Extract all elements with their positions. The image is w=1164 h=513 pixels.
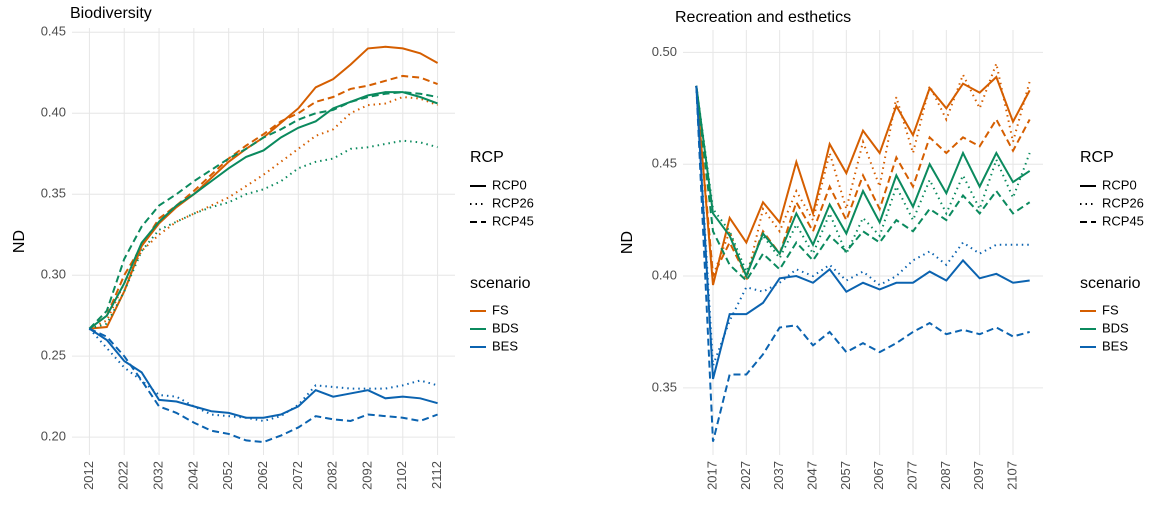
x-tick-label: 2097	[971, 461, 986, 490]
x-tick-label: 2012	[81, 461, 96, 490]
legend-label: BES	[1102, 338, 1128, 353]
y-tick-label: 0.45	[652, 156, 677, 171]
series-line	[695, 59, 1031, 285]
x-tick-label: 2022	[116, 461, 131, 490]
legend-title: RCP	[1080, 149, 1114, 166]
x-tick-label: 2067	[871, 461, 886, 490]
legend-label: RCP26	[1102, 195, 1144, 210]
series-line	[695, 85, 1031, 279]
series-line	[695, 75, 1031, 286]
y-axis-label: ND	[11, 230, 28, 253]
x-tick-label: 2092	[359, 461, 374, 490]
chart-title: Biodiversity	[70, 5, 152, 22]
x-tick-label: 2077	[904, 461, 919, 490]
y-tick-label: 0.20	[41, 429, 66, 444]
series-line	[695, 85, 1030, 380]
legend-label: BES	[492, 338, 518, 353]
legend-label: BDS	[492, 320, 519, 335]
legend-title: RCP	[470, 149, 504, 166]
y-tick-label: 0.50	[652, 44, 677, 59]
x-tick-label: 2017	[704, 461, 719, 490]
x-tick-label: 2032	[150, 461, 165, 490]
series-line	[88, 91, 438, 330]
legend-label: RCP45	[492, 213, 534, 228]
x-tick-label: 2047	[804, 461, 819, 490]
y-tick-label: 0.30	[41, 267, 66, 282]
legend-title: scenario	[470, 275, 531, 292]
legend-label: FS	[492, 302, 509, 317]
legend-title: scenario	[1080, 275, 1141, 292]
chart-title: Recreation and esthetics	[675, 9, 851, 26]
series-line	[88, 327, 438, 444]
y-tick-label: 0.45	[41, 24, 66, 39]
y-tick-label: 0.35	[41, 186, 66, 201]
x-tick-label: 2057	[838, 461, 853, 490]
x-tick-label: 2112	[429, 461, 444, 489]
x-tick-label: 2027	[738, 461, 753, 490]
series-line	[88, 327, 438, 419]
x-tick-label: 2052	[220, 461, 235, 490]
legend-label: RCP45	[1102, 213, 1144, 228]
x-tick-label: 2107	[1004, 461, 1019, 490]
x-tick-label: 2102	[394, 461, 409, 490]
series-line	[88, 95, 438, 330]
y-tick-label: 0.40	[652, 267, 677, 282]
x-tick-label: 2037	[771, 461, 786, 490]
legend-label: RCP26	[492, 195, 534, 210]
x-tick-label: 2072	[290, 461, 305, 490]
x-tick-label: 2062	[255, 461, 270, 490]
legend-label: RCP0	[492, 177, 527, 192]
legend-label: BDS	[1102, 320, 1129, 335]
x-tick-label: 2042	[185, 461, 200, 490]
y-tick-label: 0.25	[41, 348, 66, 363]
x-tick-label: 2082	[325, 461, 340, 490]
series-line	[88, 91, 438, 330]
series-line	[695, 85, 1030, 442]
legend-label: RCP0	[1102, 177, 1137, 192]
y-axis-label: ND	[619, 231, 636, 254]
x-tick-label: 2087	[938, 461, 953, 490]
y-tick-label: 0.40	[41, 105, 66, 120]
y-tick-label: 0.35	[652, 379, 677, 394]
legend-label: FS	[1102, 302, 1119, 317]
